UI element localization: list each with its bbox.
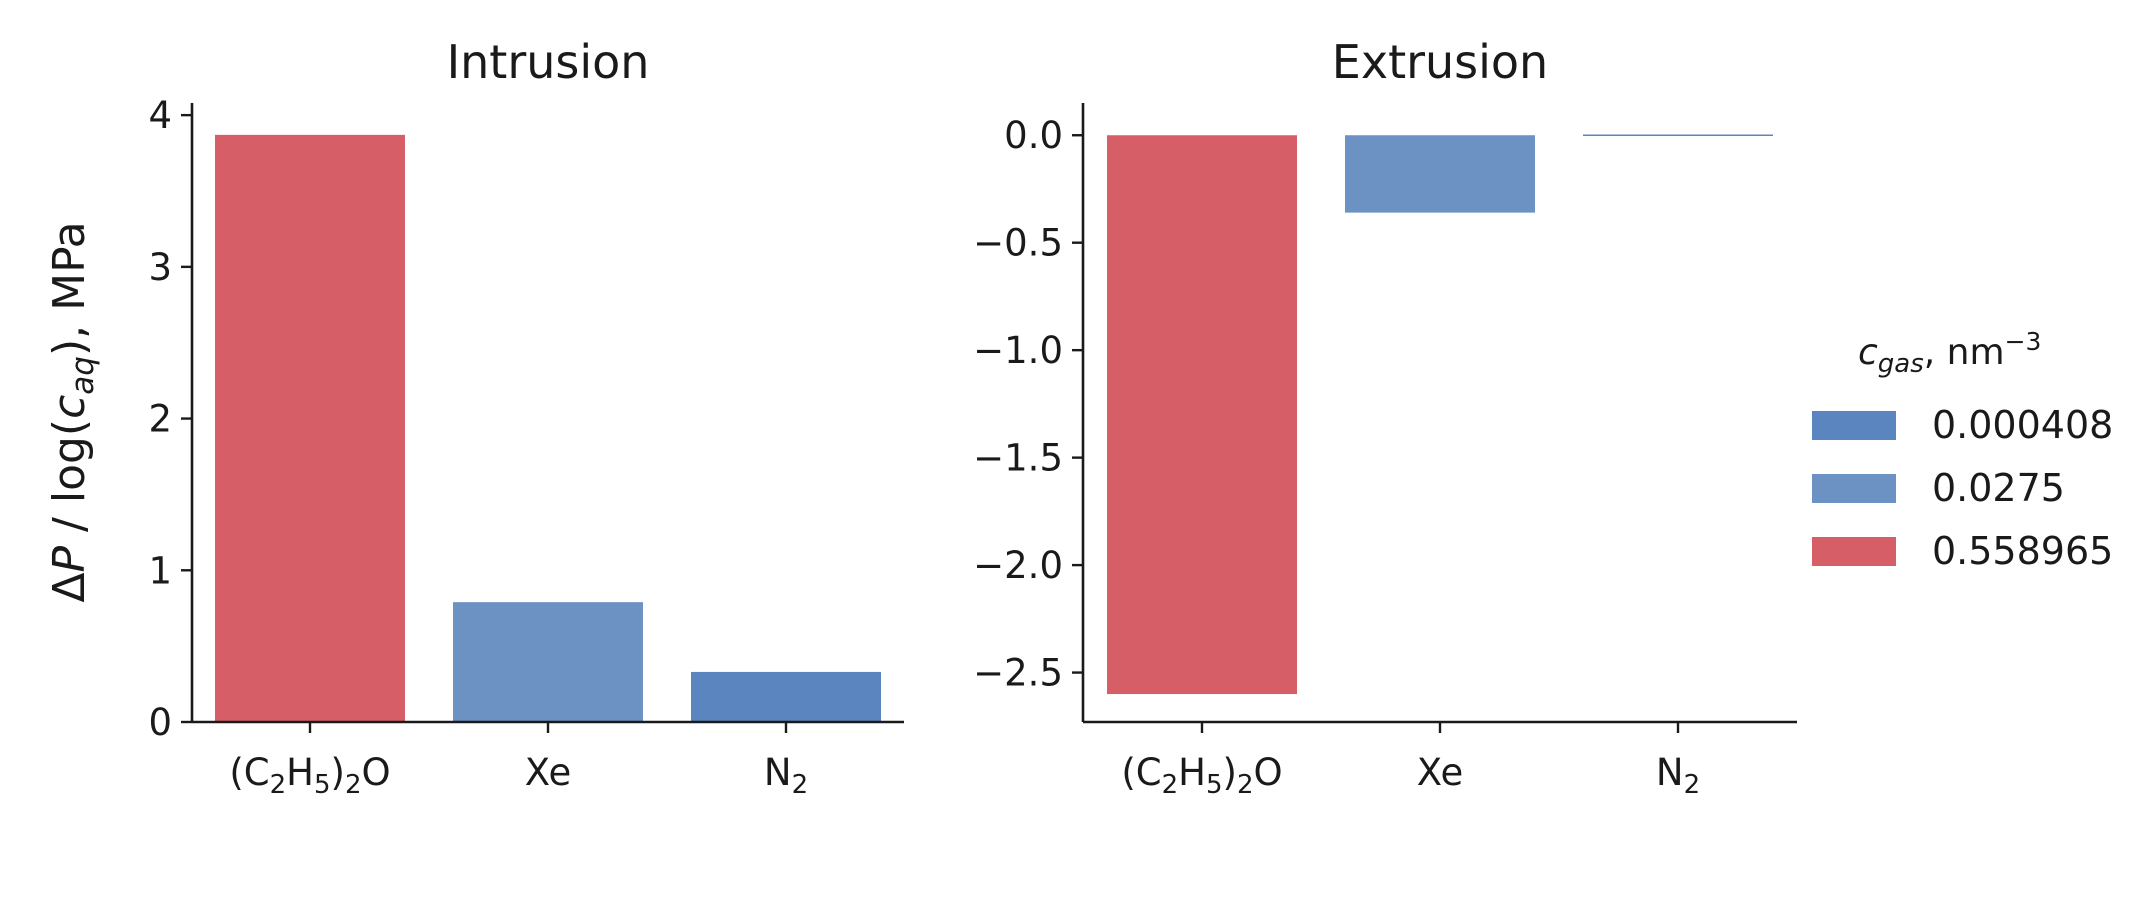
legend-swatch (1812, 474, 1896, 503)
y-tick-label: 4 (148, 94, 172, 137)
bar-(C2H5)2O (215, 134, 405, 722)
y-tick-label: 0 (148, 701, 172, 744)
legend-title: cgas, nm−3 (1858, 327, 2041, 379)
y-tick-label: 0.0 (1004, 114, 1063, 157)
bar-N2 (1583, 134, 1773, 136)
y-axis-label-text: ΔP / log(caq), MPa (44, 221, 101, 602)
y-tick-label: 1 (148, 549, 172, 592)
legend: cgas, nm−3 0.000408 0.0275 0.558965 (1812, 327, 2113, 573)
legend-label: 0.0275 (1932, 466, 2065, 510)
y-tick-label: −2.0 (973, 544, 1063, 587)
y-axis-label: ΔP / log(caq), MPa (44, 221, 101, 602)
x-tick-label-(C2H5)2O: (C2H5)2O (229, 751, 390, 800)
chart-title: Intrusion (447, 35, 650, 89)
legend-item: 0.0275 (1812, 466, 2065, 510)
extrusion-panel: Extrusion 0.0 −0.5 −1.0 −1.5 −2.0 −2.5 (C2H5)2O… (973, 35, 1797, 800)
legend-item: 0.000408 (1812, 403, 2113, 447)
y-tick-label: −0.5 (973, 222, 1063, 265)
legend-item: 0.558965 (1812, 529, 2113, 573)
intrusion-panel: Intrusion 0 1 2 3 4 (C2H5)2O Xe N2 (148, 35, 904, 800)
x-tick-label-(C2H5)2O: (C2H5)2O (1121, 751, 1282, 800)
bar-Xe (1345, 135, 1535, 213)
x-tick-label-N2: N2 (1656, 751, 1700, 800)
y-tick-label: −2.5 (973, 652, 1063, 695)
y-tick-label: −1.5 (973, 437, 1063, 480)
bar-(C2H5)2O (1107, 135, 1297, 695)
chart-title: Extrusion (1332, 35, 1548, 89)
y-tick-label: 3 (148, 246, 172, 289)
y-tick-label: −1.0 (973, 329, 1063, 372)
y-tick-label: 2 (148, 398, 172, 441)
bar-Xe (453, 602, 643, 722)
legend-label: 0.000408 (1932, 403, 2113, 447)
x-tick-label-N2: N2 (764, 751, 808, 800)
legend-label: 0.558965 (1932, 529, 2113, 573)
legend-swatch (1812, 411, 1896, 440)
bar-N2 (691, 671, 881, 722)
x-tick-label-Xe: Xe (525, 751, 571, 794)
x-tick-label-Xe: Xe (1417, 751, 1463, 794)
legend-swatch (1812, 537, 1896, 566)
